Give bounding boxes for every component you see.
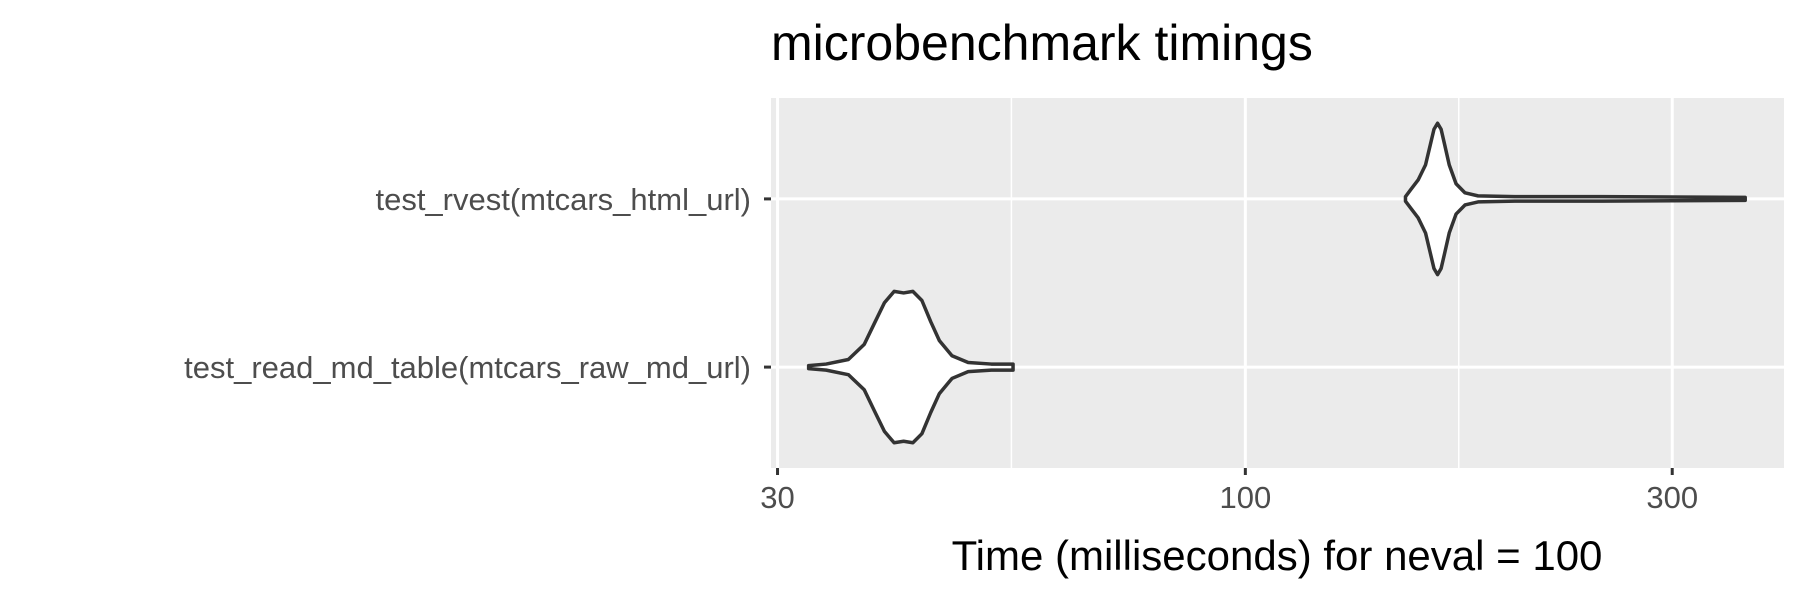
violin-layer bbox=[806, 121, 1747, 445]
chart-title: microbenchmark timings bbox=[771, 15, 1313, 71]
x-tick-label: 100 bbox=[1219, 480, 1271, 515]
violin-1 bbox=[1403, 121, 1747, 277]
y-category-label: test_read_md_table(mtcars_raw_md_url) bbox=[184, 350, 751, 385]
plot-panel bbox=[771, 98, 1784, 468]
x-tick-label: 300 bbox=[1646, 480, 1698, 515]
violin-2 bbox=[806, 289, 1015, 445]
x-axis-label: Time (milliseconds) for neval = 100 bbox=[952, 532, 1603, 579]
y-category-label: test_rvest(mtcars_html_url) bbox=[375, 182, 751, 217]
x-tick-label: 30 bbox=[760, 480, 794, 515]
axis-layer: 30 100 300 test_rvest(mtcars_html_url) test_… bbox=[184, 182, 1698, 515]
